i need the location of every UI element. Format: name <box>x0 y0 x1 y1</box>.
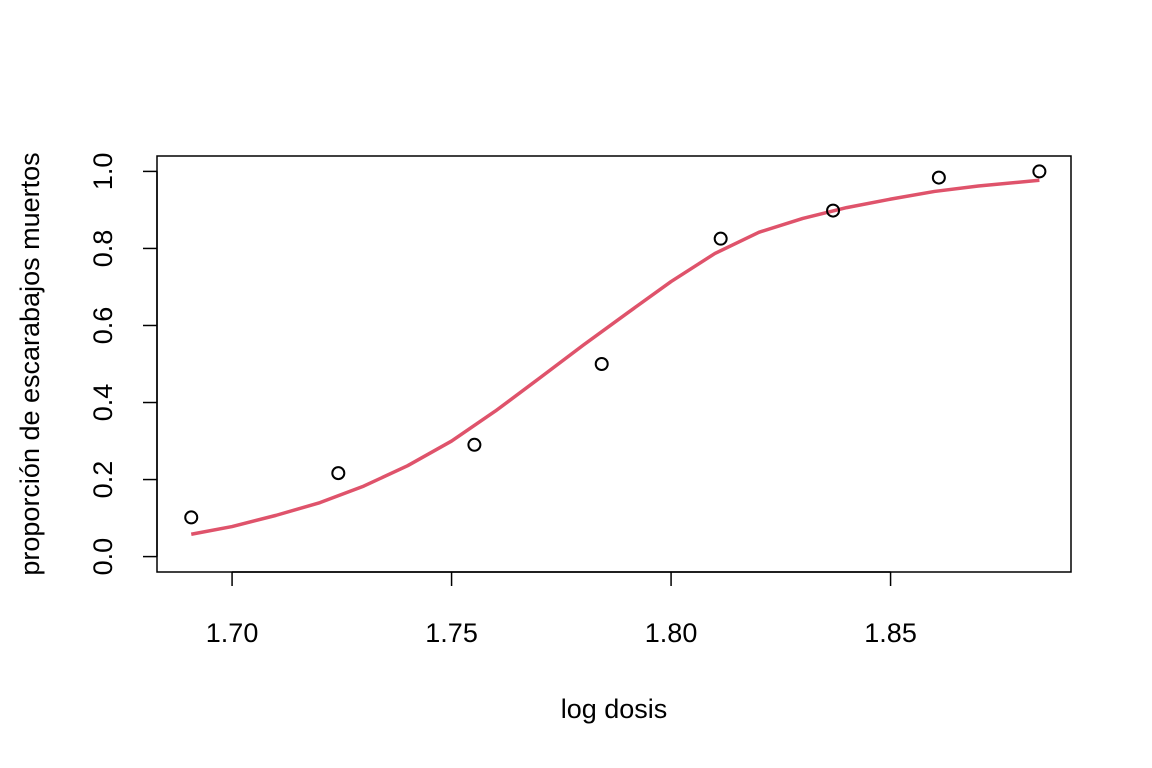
y-axis-title: proporción de escarabajos muertos <box>15 152 45 575</box>
fitted-curve-layer <box>190 178 1040 536</box>
fitted-curve <box>190 178 1040 536</box>
x-axis-title: log dosis <box>561 694 668 724</box>
data-point <box>931 170 946 185</box>
x-tick-label: 1.70 <box>206 618 259 648</box>
x-tick-label: 1.75 <box>425 618 478 648</box>
y-axis: 0.0 0.2 0.4 0.6 0.8 1.0 <box>88 153 158 576</box>
data-point <box>331 466 346 481</box>
x-tick-label: 1.85 <box>864 618 917 648</box>
data-points-layer <box>184 164 1047 525</box>
x-axis: 1.70 1.75 1.80 1.85 <box>206 571 917 648</box>
data-point <box>826 203 841 218</box>
y-tick-label: 0.2 <box>88 461 118 499</box>
y-tick-label: 1.0 <box>88 153 118 191</box>
data-point <box>1032 164 1047 179</box>
y-tick-label: 0.4 <box>88 384 118 422</box>
data-point <box>713 231 728 246</box>
data-point <box>184 510 199 525</box>
data-point <box>594 357 609 371</box>
y-tick-label: 0.6 <box>88 307 118 345</box>
y-tick-label: 0.8 <box>88 230 118 268</box>
data-point <box>467 437 482 452</box>
x-tick-label: 1.80 <box>645 618 698 648</box>
y-tick-label: 0.0 <box>88 538 118 576</box>
